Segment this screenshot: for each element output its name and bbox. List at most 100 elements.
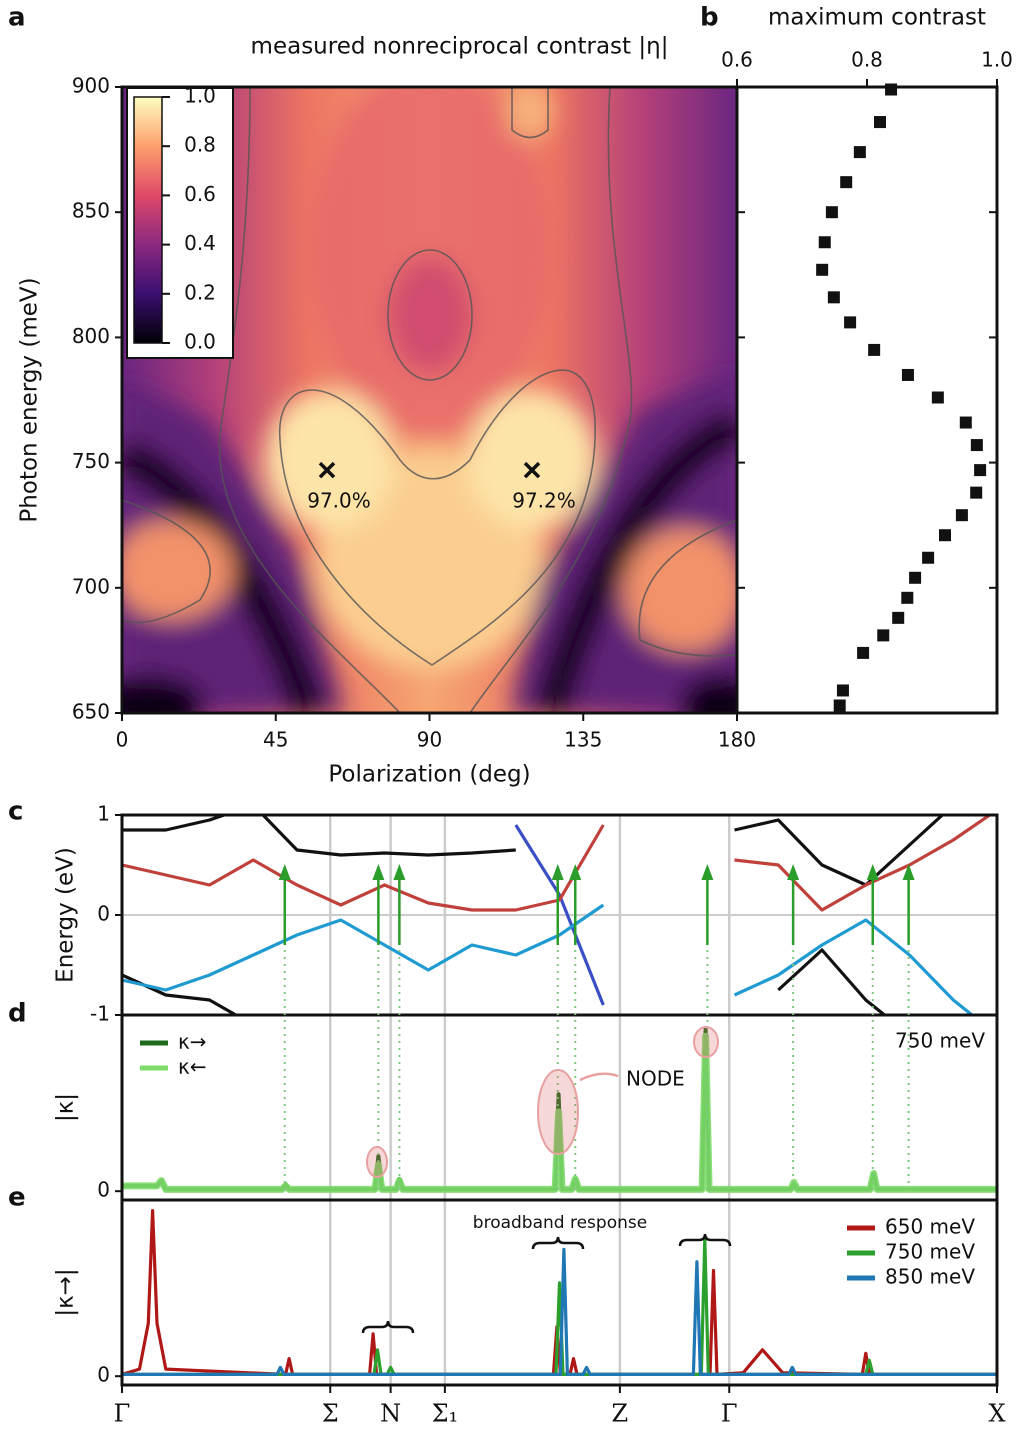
arrow-head [787,864,800,880]
point [970,486,983,499]
series-line [122,815,993,912]
arrow-head [372,864,385,880]
point [939,529,951,542]
arrow-head [569,864,582,880]
legend-label: 650 meV [885,1215,975,1239]
x-tick-label: 180 [718,728,756,752]
brace [531,1236,585,1250]
point [836,684,849,697]
point [901,591,914,604]
point [955,509,968,522]
arrow-head [393,864,406,880]
point [885,83,898,96]
brace [361,1320,415,1334]
y-tick-label: -1 [90,1002,110,1026]
point [909,571,922,584]
x-tick-label: Z [612,1400,629,1428]
point [868,343,881,356]
x-tick-label: 0 [116,728,129,752]
y-tick-label: 0 [97,902,110,926]
plot-area [122,815,993,1015]
x-tick-label: 45 [263,728,288,752]
annotation: NODE [626,1067,685,1091]
point [922,551,935,564]
point [840,176,853,189]
panel-label: a [8,3,26,33]
panel-label: b [700,3,719,33]
y-tick-label: 650 [72,700,110,724]
series-line [514,824,605,1006]
point-label: 97.0% [307,489,371,513]
y-tick-label: 750 [72,449,110,473]
point [901,368,914,381]
node-arrow [579,1072,619,1082]
frame [120,1198,999,1387]
point [959,416,972,429]
point [816,263,829,276]
legend-label: 850 meV [885,1265,975,1289]
colorbar-tick-label: 0.0 [184,330,216,354]
arrow-head [902,864,915,880]
point [970,439,983,452]
series-line [122,1247,997,1376]
x-tick-label: X [988,1400,1005,1428]
point [892,611,905,624]
chart-title: measured nonreciprocal contrast |η| [251,34,669,60]
point [825,206,838,219]
arrow-head [866,864,879,880]
point [877,629,890,642]
point [853,146,866,159]
highlight [693,1026,719,1058]
arrow-head [278,864,291,880]
brace [678,1233,732,1247]
colorbar [126,87,234,359]
panel-label: d [8,999,27,1029]
marker [523,461,541,479]
colorbar-tick-label: 0.8 [184,133,216,157]
x-tick-label: N [380,1400,401,1428]
y-axis-label: Energy (eV) [53,847,79,983]
point [818,236,831,249]
point [974,464,987,477]
colorbar-tick-label: 0.6 [184,182,216,206]
highlight [537,1069,579,1155]
point [844,316,857,329]
y-tick-label: 900 [72,74,110,98]
x-tick-label: Σ₁ [432,1400,459,1428]
y-tick-label: 1 [97,802,110,826]
arrow-head [701,864,714,880]
point [931,391,944,404]
y-axis-label: |κ| [53,1093,79,1122]
x-tick-label: 135 [564,728,602,752]
panel-label: e [8,1183,26,1213]
y-tick-label: 0 [97,1363,110,1387]
heatmap-image [122,87,737,713]
x-tick-label: 90 [417,728,442,752]
point [827,291,840,304]
cross [318,461,336,479]
y-axis-label: Photon energy (meV) [17,277,43,522]
point-label: 97.2% [512,489,576,513]
frame [735,85,999,715]
y-tick-label: 700 [72,574,110,598]
y-tick-label: 0 [97,1178,110,1202]
x-tick-label: Γ [114,1400,131,1428]
highlight [366,1146,388,1178]
colorbar-tick-label: 0.2 [184,280,216,304]
x-tick-label: 1.0 [981,48,1013,72]
point [857,646,870,659]
arrow-head [551,864,564,880]
y-axis-label: |κ→| [53,1268,79,1316]
panel-label: c [8,797,23,827]
x-axis-label: Polarization (deg) [328,762,530,788]
series-line [122,815,945,887]
chart-title: maximum contrast [768,5,986,31]
x-tick-label: 0.8 [851,48,883,72]
y-tick-label: 800 [72,324,110,348]
marker [318,461,336,479]
colorbar-tick-label: 0.4 [184,231,216,255]
y-tick-label: 850 [72,199,110,223]
legend-label: 750 meV [885,1240,975,1264]
x-tick-label: 0.6 [721,48,753,72]
